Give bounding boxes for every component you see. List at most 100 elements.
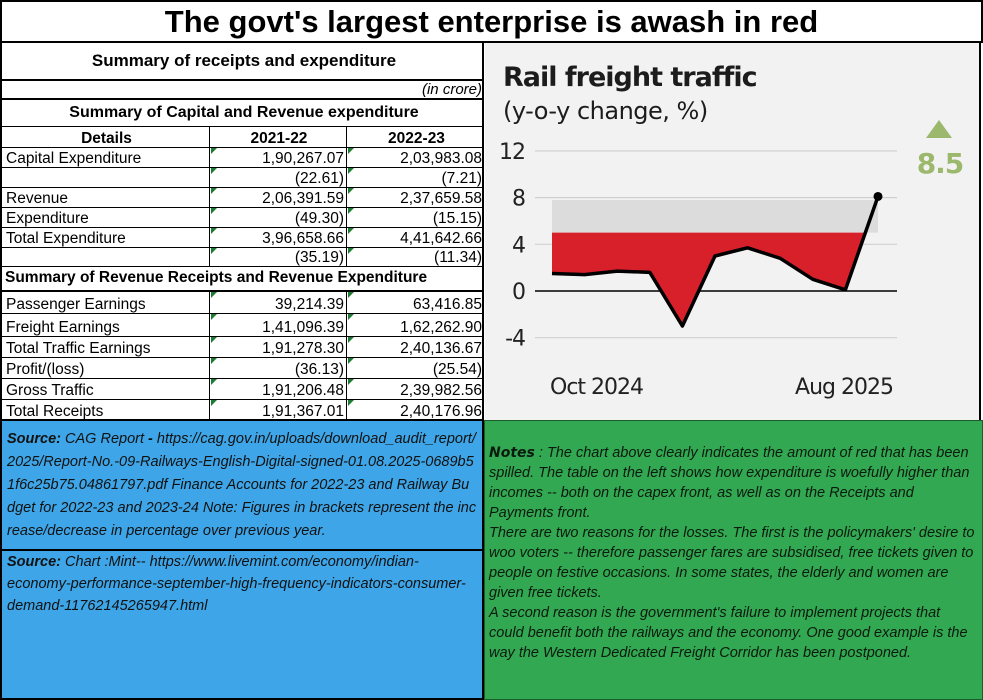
notes-label: Notes (489, 445, 535, 461)
number-as-text-marker (211, 188, 217, 194)
column-header: Details (2, 127, 210, 147)
value-text: 4,41,642.66 (400, 229, 482, 247)
value-2021-22: (36.13) (210, 358, 347, 378)
unit-row: (in crore) (2, 81, 484, 100)
value-2022-23: 4,41,642.66 (347, 228, 484, 247)
y-tick-label: 0 (512, 280, 525, 305)
row-label: Freight Earnings (2, 314, 210, 336)
value-2022-23: 2,03,983.08 (347, 148, 484, 167)
number-as-text-marker (211, 314, 217, 320)
number-as-text-marker (211, 248, 217, 254)
row-label (2, 248, 210, 266)
value-2021-22: 39,214.39 (210, 292, 347, 313)
number-as-text-marker (348, 292, 354, 298)
source-label: Source: (7, 431, 61, 447)
number-as-text-marker (348, 208, 354, 214)
value-text: (25.54) (432, 360, 482, 378)
value-text: (7.21) (441, 169, 483, 187)
column-header: 2022-23 (388, 129, 445, 147)
value-2021-22: (22.61) (210, 168, 347, 187)
value-text: 1,91,367.01 (262, 402, 344, 420)
data-point (873, 191, 883, 201)
value-2021-22: 3,96,658.66 (210, 228, 347, 247)
value-text: 1,62,262.90 (400, 318, 482, 336)
notes-paragraph: : The chart above clearly indicates the … (489, 445, 970, 521)
value-text: 1,90,267.07 (262, 149, 344, 167)
value-text: 2,39,982.56 (400, 381, 482, 399)
value-2022-23: (25.54) (347, 358, 484, 378)
reference-band (552, 199, 878, 233)
value-text: 2,03,983.08 (400, 149, 482, 167)
source-text: CAG Report (61, 431, 149, 447)
number-as-text-marker (211, 337, 217, 343)
table-row: (35.19) (11.34) (2, 248, 484, 267)
value-2021-22: 1,91,367.01 (210, 400, 347, 420)
value-text: (11.34) (434, 248, 482, 266)
value-text: 1,91,278.30 (262, 339, 344, 357)
notes-paragraph: A second reason is the government's fail… (489, 605, 968, 661)
table-row: Total Receipts 1,91,367.01 2,40,176.96 (2, 400, 484, 421)
row-label: Capital Expenditure (2, 148, 210, 167)
table-row: (22.61) (7.21) (2, 168, 484, 188)
section-header: Summary of Capital and Revenue expenditu… (2, 100, 484, 127)
y-tick-label: -4 (505, 327, 525, 352)
row-label: Expenditure (2, 208, 210, 227)
section-header: Summary of Revenue Receipts and Revenue … (2, 267, 484, 292)
table-row: Capital Expenditure 1,90,267.07 2,03,983.0… (2, 148, 484, 168)
row-label: Profit/(loss) (2, 358, 210, 378)
number-as-text-marker (348, 314, 354, 320)
value-2022-23: 1,62,262.90 (347, 314, 484, 336)
x-tick-label: Oct 2024 (550, 375, 643, 400)
value-2022-23: (15.15) (347, 208, 484, 227)
value-text: 2,37,659.58 (400, 189, 482, 207)
number-as-text-marker (211, 358, 217, 364)
red-fill-area (552, 232, 866, 327)
source-link[interactable]: Chart :Mint-- https://www.livemint.com/e… (7, 554, 466, 614)
column-header: 2021-22 (210, 127, 347, 147)
value-2022-23: 2,37,659.58 (347, 188, 484, 207)
value-text: 1,91,206.48 (262, 381, 344, 399)
value-text: 2,40,136.67 (400, 339, 482, 357)
number-as-text-marker (348, 168, 354, 174)
source-mint: Source: Chart :Mint-- https://www.livemi… (2, 551, 482, 698)
number-as-text-marker (348, 228, 354, 234)
number-as-text-marker (211, 379, 217, 385)
value-text: (49.30) (294, 209, 344, 227)
number-as-text-marker (348, 379, 354, 385)
value-text: 3,96,658.66 (262, 229, 344, 247)
number-as-text-marker (348, 188, 354, 194)
number-as-text-marker (211, 228, 217, 234)
number-as-text-marker (348, 337, 354, 343)
source-label: Source: (7, 554, 61, 570)
source-dash: - (148, 431, 153, 447)
row-label: Passenger Earnings (2, 292, 210, 313)
row-label (2, 168, 210, 187)
value-2021-22: (35.19) (210, 248, 347, 266)
value-text: 63,416.85 (413, 295, 482, 313)
table-heading: Summary of receipts and expenditure (91, 51, 397, 70)
value-2021-22: 1,41,096.39 (210, 314, 347, 336)
number-as-text-marker (348, 248, 354, 254)
number-as-text-marker (348, 400, 354, 406)
column-header-row: Details 2021-22 2022-23 (2, 127, 484, 148)
value-2022-23: 2,39,982.56 (347, 379, 484, 399)
value-2022-23: 2,40,176.96 (347, 400, 484, 420)
section2-title: Summary of Revenue Receipts and Revenue … (5, 269, 428, 287)
value-2022-23: (11.34) (347, 248, 484, 266)
value-text: (35.19) (294, 248, 344, 266)
table-row: Expenditure (49.30) (15.15) (2, 208, 484, 228)
number-as-text-marker (211, 292, 217, 298)
source-link[interactable]: https://cag.gov.in/uploads/download_audi… (7, 431, 477, 539)
value-2021-22: 1,91,206.48 (210, 379, 347, 399)
chart-title: Rail freight traffic (503, 62, 757, 93)
table-row: Gross Traffic 1,91,206.48 2,39,982.56 (2, 379, 484, 400)
value-text: (36.13) (294, 360, 344, 378)
number-as-text-marker (211, 168, 217, 174)
source-cag: Source: CAG Report - https://cag.gov.in/… (2, 421, 482, 551)
rail-freight-chart: Rail freight traffic (y-o-y change, %) 1… (485, 43, 981, 420)
y-tick-label: 8 (512, 187, 525, 212)
table-row: Total Traffic Earnings 1,91,278.30 2,40,13… (2, 337, 484, 358)
unit-label: (in crore) (421, 81, 482, 98)
chart-svg: Rail freight traffic (y-o-y change, %) 1… (499, 62, 964, 400)
row-label: Gross Traffic (2, 379, 210, 399)
